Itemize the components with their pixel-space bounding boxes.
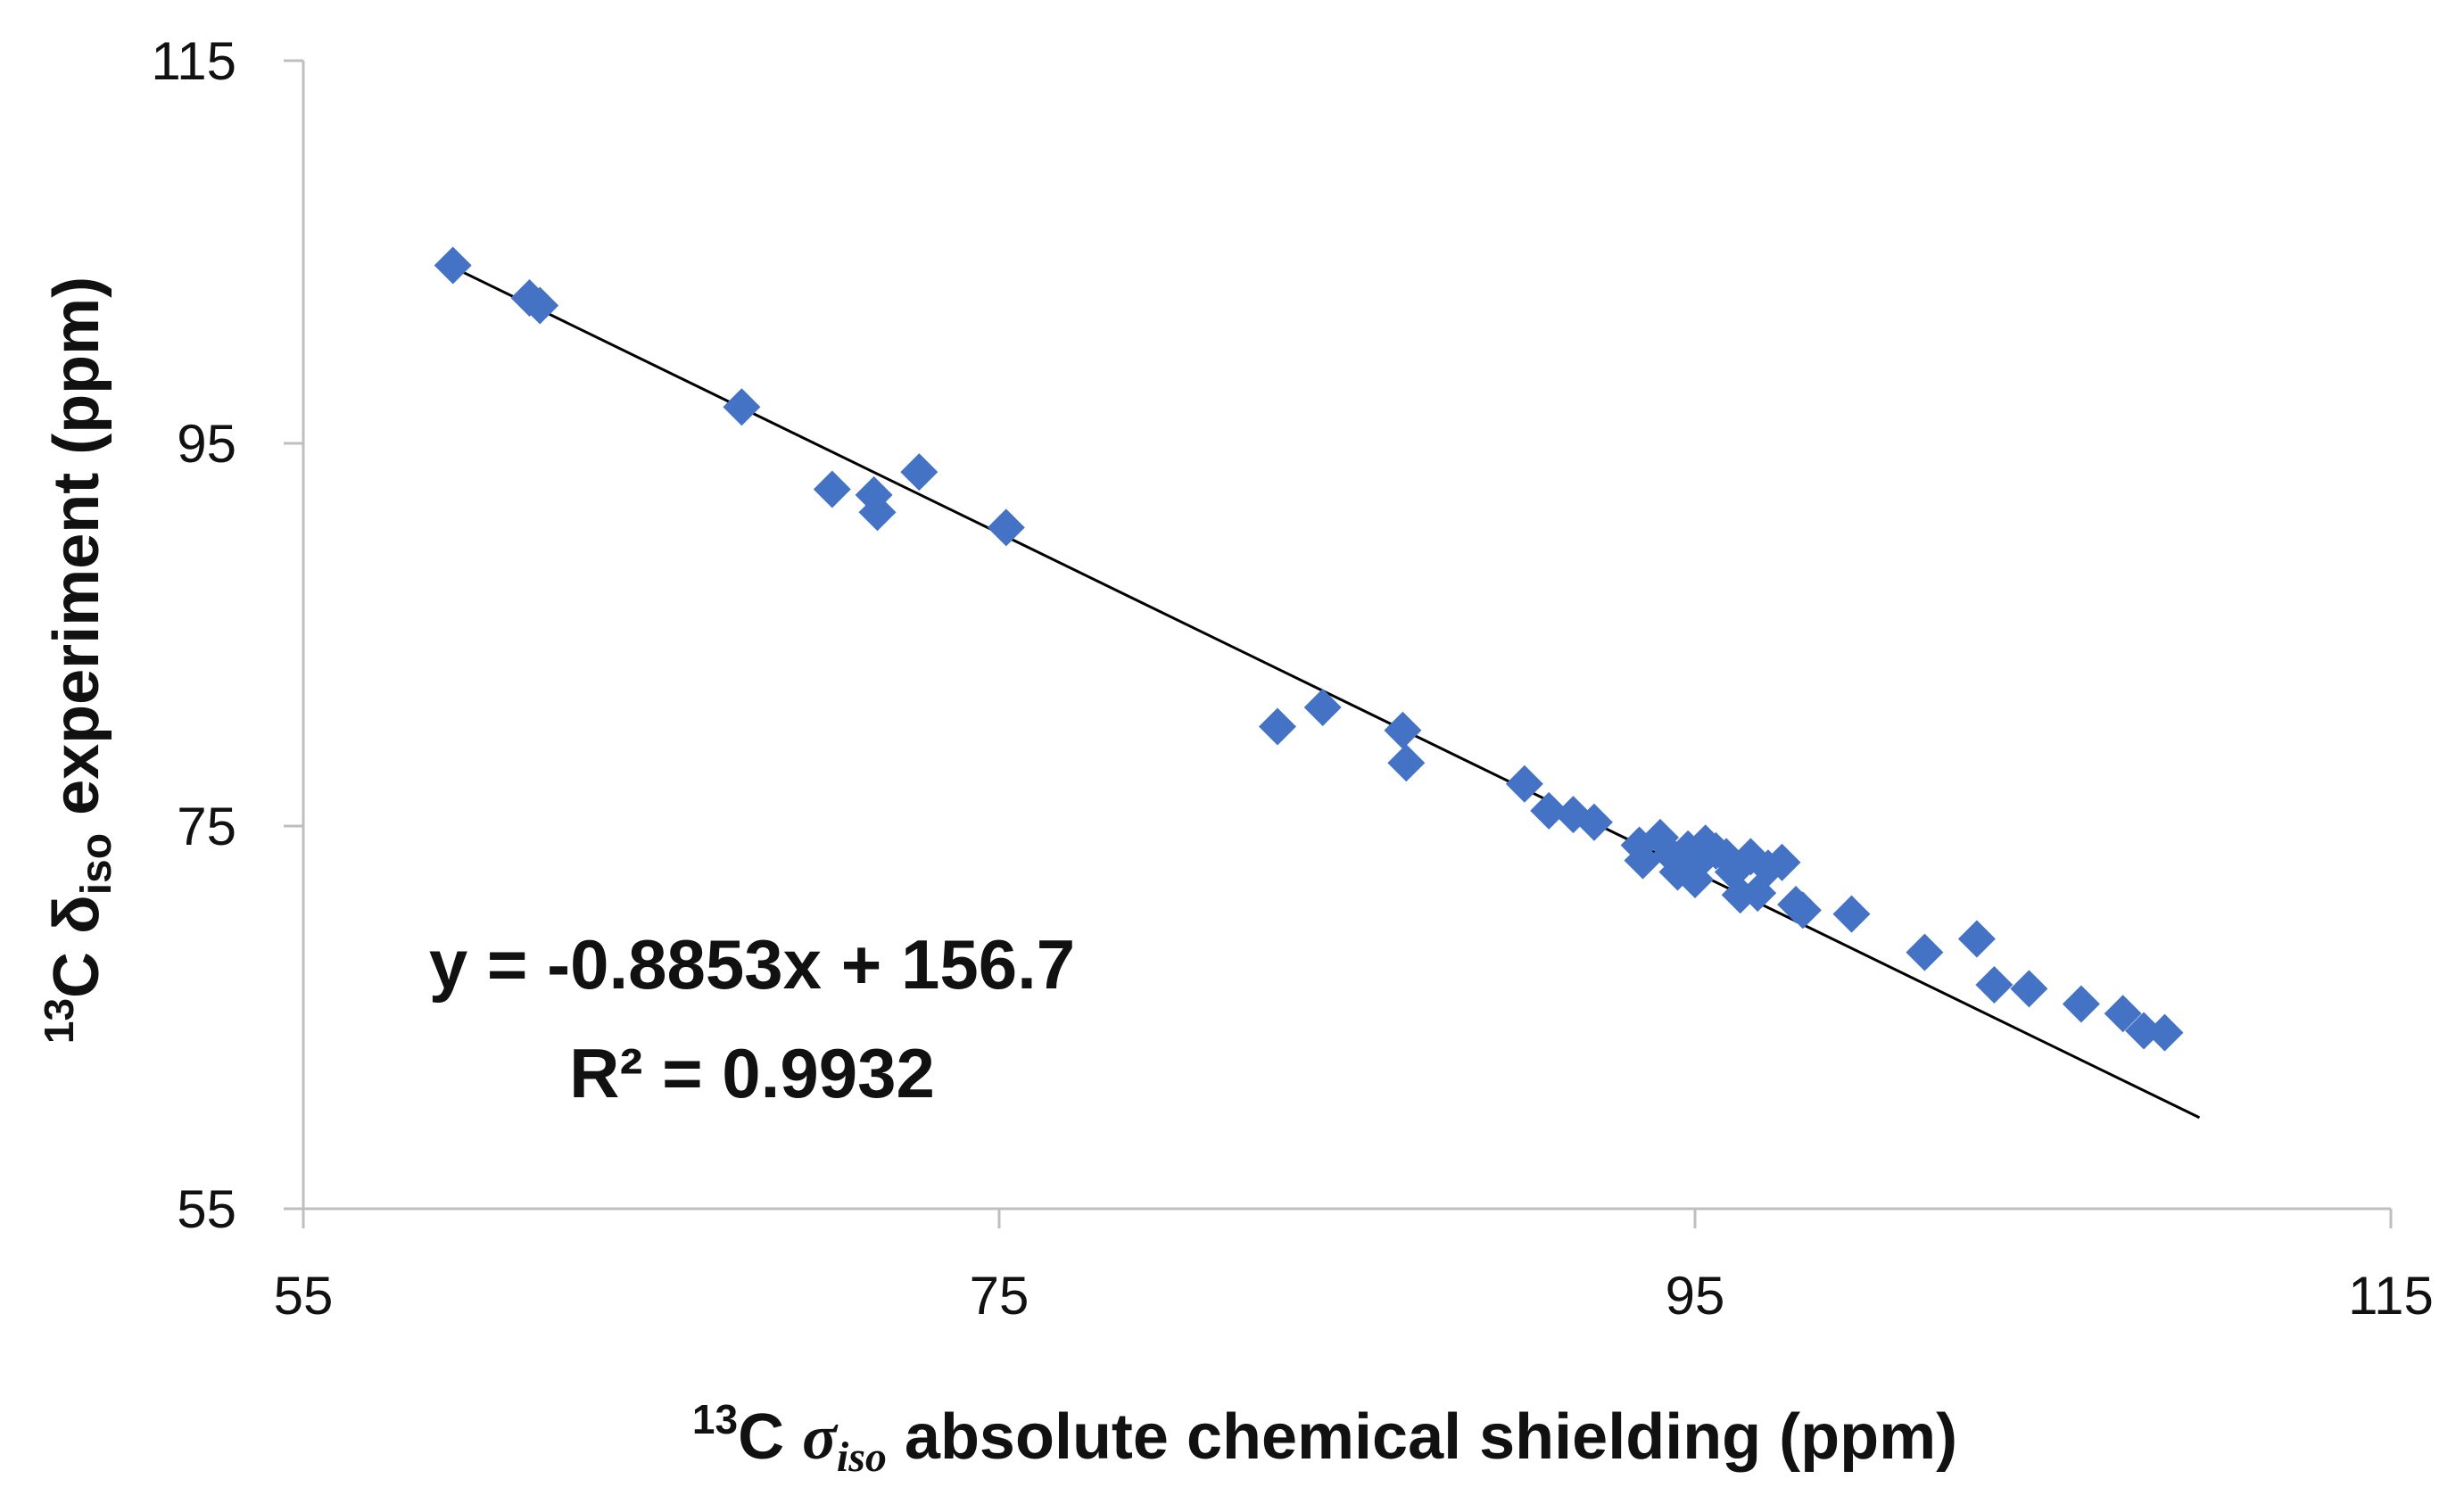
y-tick-label: 55	[177, 1179, 236, 1239]
data-point	[2010, 970, 2048, 1008]
y-axis-title-rest: experiment (ppm)	[41, 277, 112, 833]
data-point	[1505, 764, 1543, 803]
data-point	[434, 246, 472, 285]
y-tick-label: 95	[177, 414, 236, 474]
data-point	[1832, 895, 1871, 933]
data-point	[2104, 995, 2142, 1033]
tick-labels: 55 75 95 115 55 75 95 115	[151, 31, 2433, 1326]
y-tick-label: 75	[177, 797, 236, 856]
data-point	[1384, 711, 1422, 749]
data-point	[1783, 891, 1822, 930]
r-squared-label: R² = 0.9932	[569, 1034, 935, 1112]
trend-equation: y = -0.8853x + 156.7	[429, 925, 1075, 1004]
x-axis-title-main: C	[738, 1401, 802, 1473]
y-tick-label: 115	[151, 31, 236, 91]
y-axis-title-subscript: iso	[73, 833, 120, 895]
data-point	[1259, 707, 1296, 746]
data-point	[813, 470, 851, 508]
ticks	[284, 59, 2393, 1228]
data-point	[1575, 803, 1613, 841]
y-axis-title: 13C δiso experiment (ppm)	[36, 277, 120, 1044]
data-point	[1975, 966, 2013, 1004]
data-point	[1303, 689, 1342, 727]
x-axis-title-subscript: iso	[837, 1434, 887, 1481]
x-axis-title-symbol: σ	[802, 1401, 839, 1473]
data-point	[1624, 841, 1662, 880]
data-point	[1530, 791, 1568, 830]
data-point	[858, 493, 897, 532]
data-point	[1387, 744, 1426, 782]
data-point	[1763, 843, 1801, 881]
data-point	[2062, 985, 2100, 1023]
data-point	[1906, 933, 1944, 971]
axes	[302, 61, 2391, 1211]
data-point	[2125, 1012, 2163, 1050]
data-point	[2146, 1013, 2184, 1052]
data-point	[900, 453, 938, 492]
y-axis-title-main: C δ	[41, 895, 112, 998]
data-point	[1957, 920, 1996, 958]
data-points	[434, 246, 2184, 1052]
data-point	[521, 286, 559, 325]
x-axis-title-iso-prefix: 13	[692, 1396, 738, 1442]
x-axis-title: 13C σiso absolute chemical shielding (pp…	[692, 1396, 1957, 1481]
x-axis-title-rest: absolute chemical shielding (ppm)	[887, 1401, 1957, 1473]
x-tick-label: 55	[274, 1266, 334, 1326]
y-axis-title-iso-prefix: 13	[36, 998, 82, 1044]
x-tick-label: 115	[2348, 1266, 2434, 1326]
x-tick-label: 75	[970, 1266, 1029, 1326]
data-point	[723, 388, 761, 426]
data-point	[987, 508, 1025, 547]
x-tick-label: 95	[1666, 1266, 1725, 1326]
